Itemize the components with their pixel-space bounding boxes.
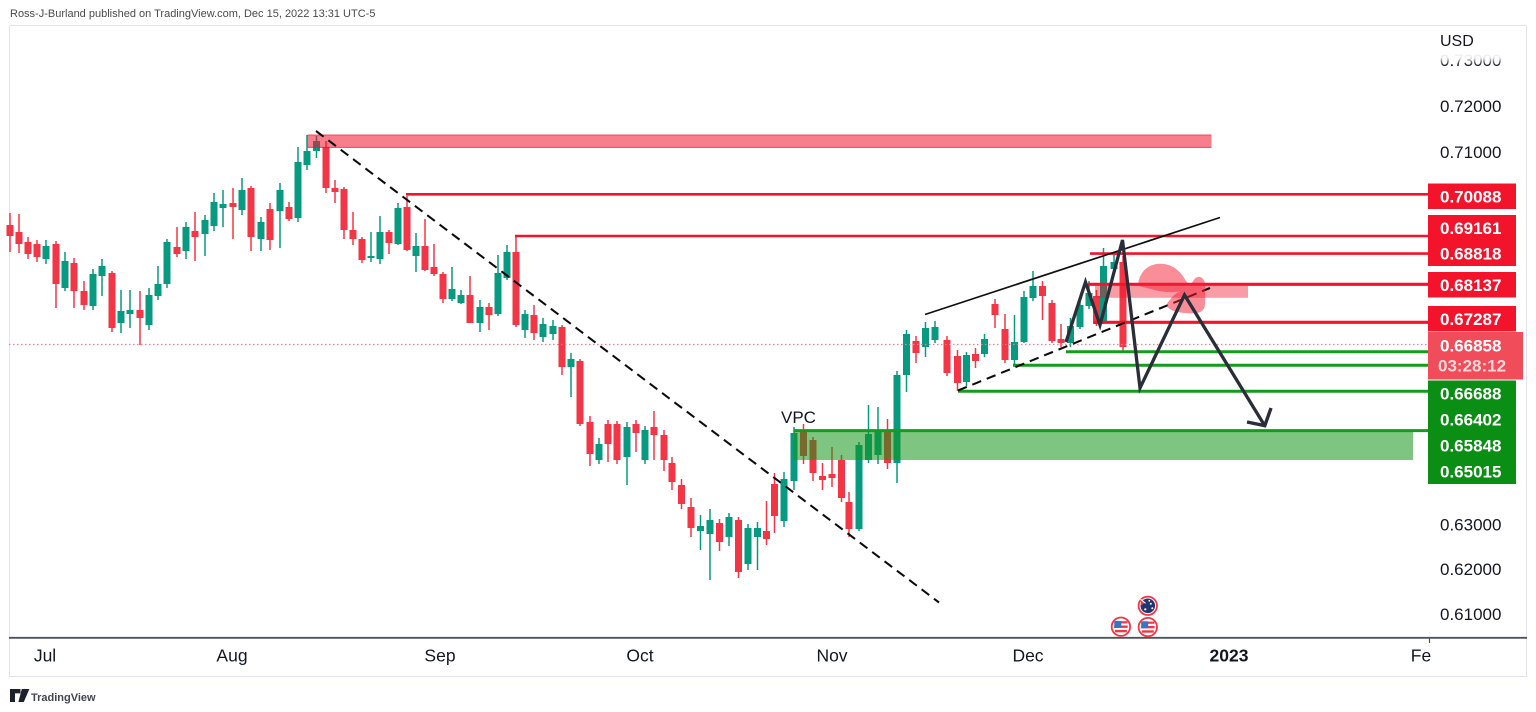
svg-text:0.61000: 0.61000: [1440, 605, 1501, 624]
svg-text:Jul: Jul: [34, 646, 56, 666]
svg-text:0.72000: 0.72000: [1440, 97, 1501, 116]
svg-text:03:28:12: 03:28:12: [1438, 357, 1506, 376]
svg-text:0.65848: 0.65848: [1440, 437, 1501, 456]
svg-text:USD: USD: [1440, 33, 1474, 50]
svg-text:0.71000: 0.71000: [1440, 143, 1501, 162]
svg-text:0.66858: 0.66858: [1440, 337, 1501, 356]
svg-text:0.69161: 0.69161: [1440, 219, 1501, 238]
svg-text:0.63000: 0.63000: [1440, 516, 1501, 535]
svg-text:0.66402: 0.66402: [1440, 411, 1501, 430]
svg-text:0.68137: 0.68137: [1440, 276, 1501, 295]
svg-text:VPC: VPC: [781, 408, 816, 427]
svg-text:Fe: Fe: [1411, 646, 1431, 666]
svg-text:0.62000: 0.62000: [1440, 560, 1501, 579]
svg-text:0.66688: 0.66688: [1440, 385, 1501, 404]
svg-text:Nov: Nov: [816, 646, 847, 666]
svg-text:0.70088: 0.70088: [1440, 188, 1501, 207]
svg-text:Oct: Oct: [626, 646, 653, 666]
svg-text:Ross-J-Burland published on Tr: Ross-J-Burland published on TradingView.…: [10, 8, 375, 20]
svg-text:Dec: Dec: [1012, 646, 1043, 666]
svg-text:TradingView: TradingView: [31, 692, 96, 704]
svg-text:Sep: Sep: [424, 646, 455, 666]
svg-text:2023: 2023: [1210, 646, 1249, 666]
svg-text:0.67287: 0.67287: [1440, 310, 1501, 329]
svg-text:0.68818: 0.68818: [1440, 245, 1501, 264]
svg-text:Aug: Aug: [216, 646, 247, 666]
svg-text:0.65015: 0.65015: [1440, 463, 1501, 482]
